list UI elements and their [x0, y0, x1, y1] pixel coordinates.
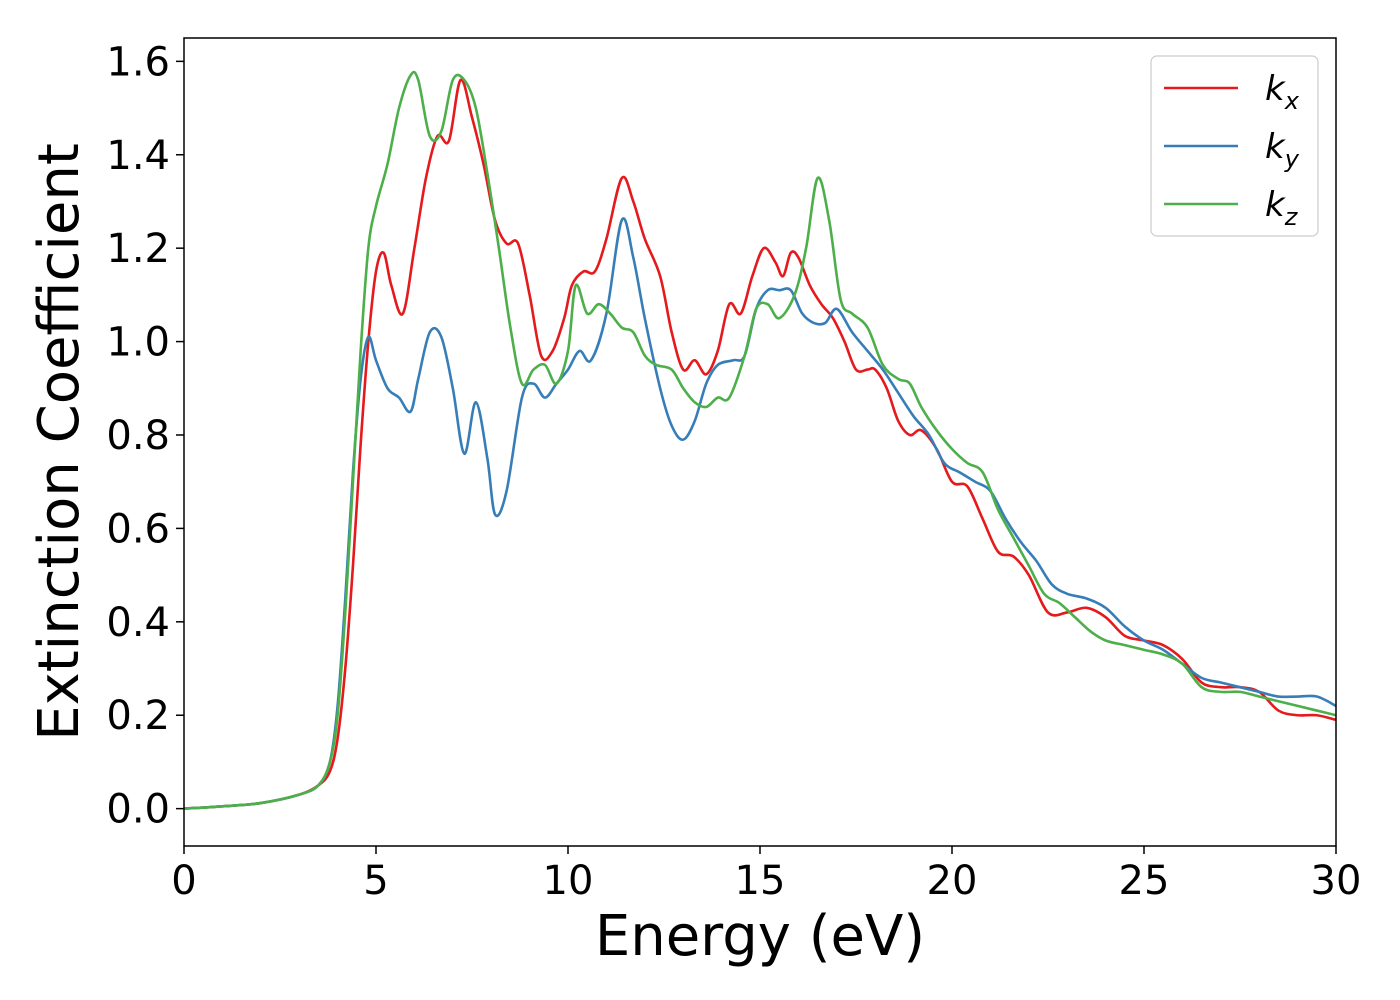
x-tick-label: 25: [1119, 858, 1170, 904]
x-tick-label: 5: [363, 858, 388, 904]
y-tick-label: 0.4: [106, 600, 170, 646]
y-tick-label: 0.8: [106, 413, 170, 459]
x-tick-label: 10: [543, 858, 594, 904]
legend-label-kx: kx: [1265, 69, 1300, 115]
y-tick-label: 1.6: [106, 39, 170, 85]
series-layer: [183, 70, 1337, 810]
series-line-kx: [183, 78, 1337, 810]
legend-label-ky: ky: [1265, 127, 1300, 173]
y-tick-label: 1.4: [106, 133, 170, 179]
x-tick-label: 15: [735, 858, 786, 904]
legend-label-kz: kz: [1265, 185, 1299, 231]
y-axis-title: Extinction Coefficient: [27, 143, 92, 741]
x-tick-label: 30: [1311, 858, 1362, 904]
y-axis: 0.0 0.2 0.4 0.6 0.8 1.0 1.2 1.4 1.6: [106, 39, 184, 833]
y-tick-label: 0.6: [106, 506, 170, 552]
x-tick-label: 0: [171, 858, 196, 904]
x-tick-label: 20: [927, 858, 978, 904]
y-tick-label: 1.2: [106, 226, 170, 272]
x-axis-title: Energy (eV): [595, 904, 925, 969]
legend: kx ky kz: [1150, 55, 1319, 237]
y-tick-label: 1.0: [106, 320, 170, 366]
x-axis: 0 5 10 15 20 25 30: [171, 846, 1361, 904]
y-tick-label: 0.2: [106, 693, 170, 739]
y-tick-label: 0.0: [106, 787, 170, 833]
series-line-ky: [183, 217, 1337, 810]
series-line-kz: [183, 70, 1337, 810]
